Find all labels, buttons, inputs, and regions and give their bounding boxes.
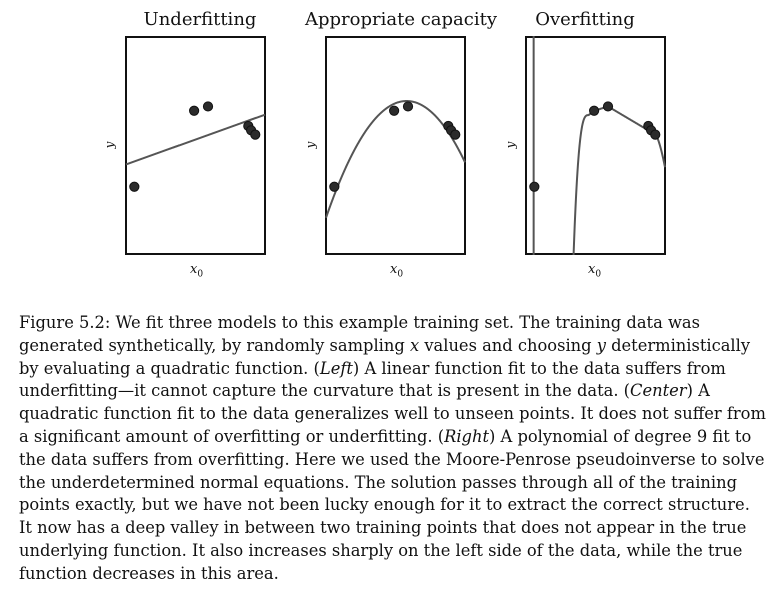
caption-text: function decreases in this area. xyxy=(19,563,279,583)
plot-frame xyxy=(125,36,266,255)
caption-text: deterministically xyxy=(605,335,751,355)
figure-5-2: Underfitting y x0 Appropriate capacity y… xyxy=(0,0,775,300)
caption-line: points exactly, but we have not been luc… xyxy=(19,494,764,517)
caption-line: the underdetermined normal equations. Th… xyxy=(19,472,764,495)
caption-text: the underdetermined normal equations. Th… xyxy=(19,472,738,492)
caption-emphasis: y xyxy=(596,335,606,355)
panel-title-underfitting: Underfitting xyxy=(143,9,257,30)
x-axis-sub: 0 xyxy=(397,269,404,280)
data-point xyxy=(602,101,614,112)
caption-text: a significant amount of overfitting or u… xyxy=(19,426,445,446)
panel-title-overfitting: Overfitting xyxy=(535,9,635,30)
caption-line: function decreases in this area. xyxy=(19,563,764,586)
data-point xyxy=(250,129,261,140)
linear-fit-curve xyxy=(125,113,266,166)
x-axis-label: x0 xyxy=(190,262,203,280)
caption-text: ) A xyxy=(686,381,710,401)
caption-emphasis: Left xyxy=(319,358,353,378)
x-axis-var: x xyxy=(190,262,198,277)
caption-text: underfitting—it cannot capture the curva… xyxy=(19,381,631,401)
data-point xyxy=(589,105,600,116)
y-axis-label: y xyxy=(102,141,117,149)
caption-emphasis: Right xyxy=(444,426,489,446)
caption-text: It now has a deep valley in between two … xyxy=(19,518,747,538)
data-point xyxy=(529,181,540,192)
caption-text: ) A polynomial of degree 9 fit to xyxy=(489,426,752,446)
data-point xyxy=(402,101,414,112)
caption-text: quadratic function fit to the data gener… xyxy=(19,404,766,424)
caption-emphasis: x xyxy=(409,335,420,355)
caption-text: by evaluating a quadratic function. ( xyxy=(19,358,320,378)
caption-line: underfitting—it cannot capture the curva… xyxy=(19,380,764,403)
y-axis-label: y xyxy=(303,141,318,149)
caption-line: quadratic function fit to the data gener… xyxy=(19,403,766,426)
caption-line: generated synthetically, by randomly sam… xyxy=(19,335,764,358)
caption-line: a significant amount of overfitting or u… xyxy=(19,426,764,449)
plot-frame xyxy=(325,36,466,255)
y-axis-label: y xyxy=(503,141,518,149)
figure-caption: Figure 5.2: We fit three models to this … xyxy=(19,312,766,586)
data-point xyxy=(389,105,400,116)
data-point xyxy=(329,181,340,192)
caption-emphasis: Center xyxy=(630,381,687,401)
caption-text: values and choosing xyxy=(419,335,597,355)
caption-text: the data suffers from overfitting. Here … xyxy=(19,449,765,469)
data-point xyxy=(450,129,461,140)
caption-line: underlying function. It also increases s… xyxy=(19,540,764,563)
data-point xyxy=(202,101,214,112)
data-point xyxy=(189,105,200,116)
caption-text: Figure 5.2: We fit three models to this … xyxy=(19,313,700,332)
data-point xyxy=(650,129,661,140)
caption-text: ) A linear function fit to the data suff… xyxy=(352,358,726,378)
plot-appropriate-capacity xyxy=(325,36,466,255)
caption-line: It now has a deep valley in between two … xyxy=(19,517,764,540)
x-axis-var: x xyxy=(588,262,596,277)
caption-text: points exactly, but we have not been luc… xyxy=(19,495,750,515)
x-axis-var: x xyxy=(390,262,398,277)
x-axis-sub: 0 xyxy=(595,269,602,280)
data-point xyxy=(129,181,140,192)
x-axis-label: x0 xyxy=(588,262,601,280)
quadratic-fit-curve xyxy=(325,100,466,219)
caption-line: by evaluating a quadratic function. (Lef… xyxy=(19,358,764,381)
x-axis-sub: 0 xyxy=(197,269,204,280)
caption-line: Figure 5.2: We fit three models to this … xyxy=(19,312,764,335)
panel-title-appropriate-capacity: Appropriate capacity xyxy=(305,9,498,30)
caption-text: underlying function. It also increases s… xyxy=(19,540,743,560)
plot-overfitting xyxy=(525,36,666,255)
caption-text: generated synthetically, by randomly sam… xyxy=(19,335,410,355)
plot-underfitting xyxy=(125,36,266,255)
plot-frame xyxy=(525,36,666,255)
x-axis-label: x0 xyxy=(390,262,403,280)
caption-line: the data suffers from overfitting. Here … xyxy=(19,449,765,472)
